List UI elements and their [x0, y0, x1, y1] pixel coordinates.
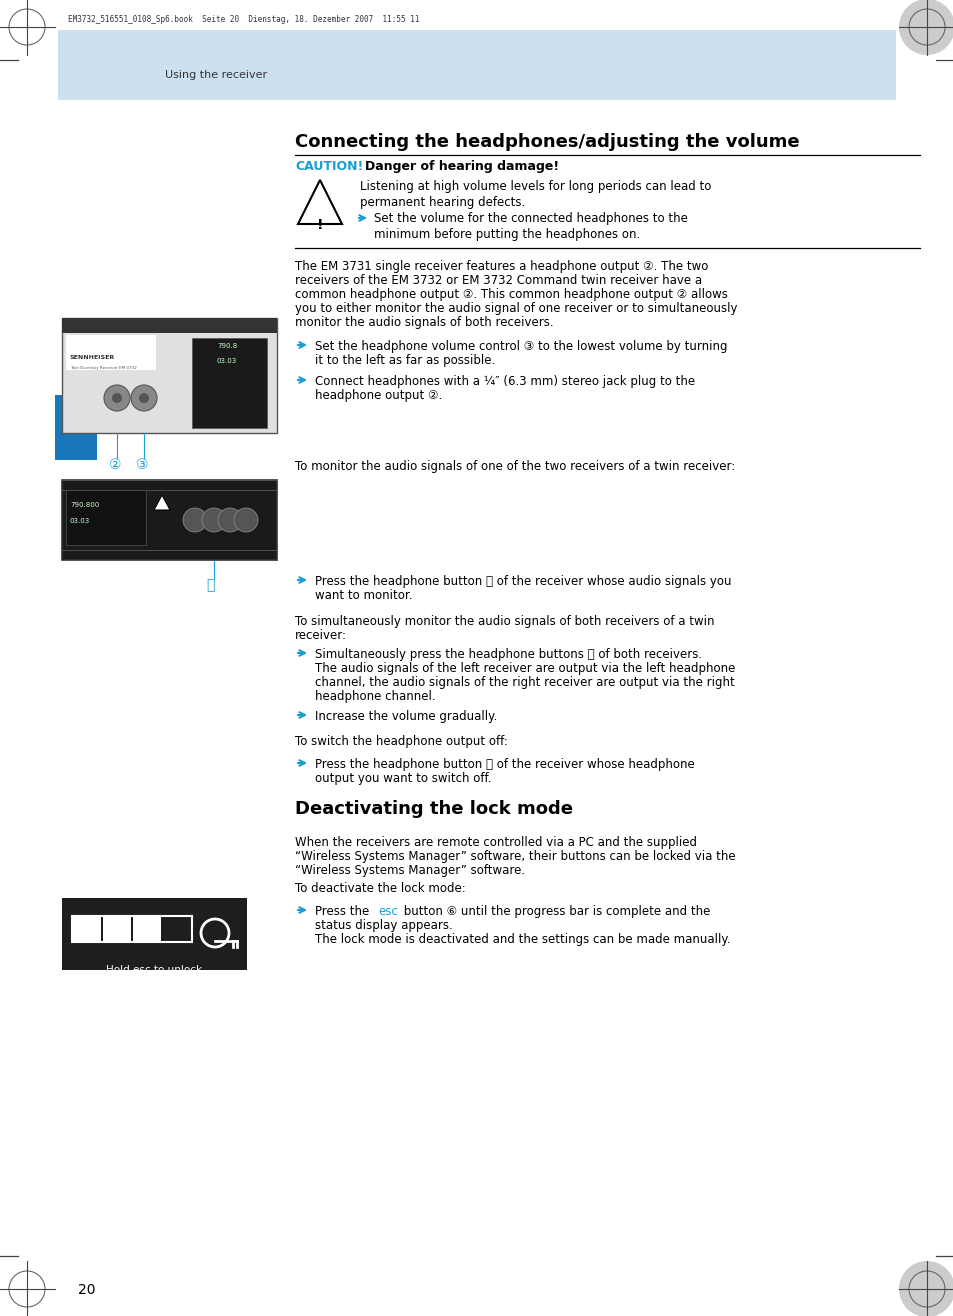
Text: Connect headphones with a ¼″ (6.3 mm) stereo jack plug to the: Connect headphones with a ¼″ (6.3 mm) st… — [314, 375, 695, 388]
Text: Hold esc to unlock: Hold esc to unlock — [107, 965, 202, 975]
Text: Listening at high volume levels for long periods can lead to: Listening at high volume levels for long… — [359, 180, 711, 193]
Text: esc: esc — [377, 905, 397, 919]
Text: it to the left as far as possible.: it to the left as far as possible. — [314, 354, 495, 367]
Text: Press the headphone button ⓩ of the receiver whose headphone: Press the headphone button ⓩ of the rece… — [314, 758, 694, 771]
Text: To simultaneously monitor the audio signals of both receivers of a twin: To simultaneously monitor the audio sign… — [294, 615, 714, 628]
Text: button ⑥ until the progress bar is complete and the: button ⑥ until the progress bar is compl… — [399, 905, 710, 919]
Text: The lock mode is deactivated and the settings can be made manually.: The lock mode is deactivated and the set… — [314, 933, 730, 946]
Circle shape — [139, 393, 149, 403]
Text: Deactivating the lock mode: Deactivating the lock mode — [294, 800, 573, 819]
Bar — [58, 30, 895, 100]
Text: To switch the headphone output off:: To switch the headphone output off: — [294, 736, 507, 747]
Text: Using the receiver: Using the receiver — [165, 70, 267, 80]
Text: ③: ③ — [136, 458, 149, 472]
Bar — [62, 318, 276, 433]
Text: Connecting the headphones/adjusting the volume: Connecting the headphones/adjusting the … — [294, 133, 799, 151]
Text: receiver:: receiver: — [294, 629, 347, 642]
Circle shape — [233, 508, 257, 532]
Text: To deactivate the lock mode:: To deactivate the lock mode: — [294, 882, 465, 895]
Text: 03.03: 03.03 — [216, 358, 237, 365]
Circle shape — [131, 386, 157, 411]
Text: When the receivers are remote controlled via a PC and the supplied: When the receivers are remote controlled… — [294, 836, 697, 849]
Text: permanent hearing defects.: permanent hearing defects. — [359, 196, 525, 209]
Circle shape — [202, 508, 226, 532]
Text: ②: ② — [109, 458, 121, 472]
Text: !: ! — [316, 218, 323, 232]
Text: The EM 3731 single receiver features a headphone output ②. The two: The EM 3731 single receiver features a h… — [294, 261, 708, 272]
Text: The audio signals of the left receiver are output via the left headphone: The audio signals of the left receiver a… — [314, 662, 735, 675]
Circle shape — [183, 508, 207, 532]
Text: status display appears.: status display appears. — [314, 919, 453, 932]
Text: minimum before putting the headphones on.: minimum before putting the headphones on… — [374, 228, 639, 241]
Text: CAUTION!: CAUTION! — [294, 161, 363, 172]
Text: common headphone output ②. This common headphone output ② allows: common headphone output ②. This common h… — [294, 288, 727, 301]
Circle shape — [898, 0, 953, 55]
Circle shape — [112, 393, 122, 403]
Text: headphone output ②.: headphone output ②. — [314, 390, 442, 401]
Text: output you want to switch off.: output you want to switch off. — [314, 772, 491, 786]
Bar — [62, 318, 276, 333]
Bar — [132, 917, 161, 941]
Text: Press the: Press the — [314, 905, 373, 919]
Text: Danger of hearing damage!: Danger of hearing damage! — [365, 161, 558, 172]
Text: “Wireless Systems Manager” software, their buttons can be locked via the: “Wireless Systems Manager” software, the… — [294, 850, 735, 863]
Text: Set the headphone volume control ③ to the lowest volume by turning: Set the headphone volume control ③ to th… — [314, 340, 727, 353]
Bar — [73, 917, 101, 941]
Bar — [62, 898, 247, 970]
Bar — [66, 336, 156, 370]
Circle shape — [898, 1261, 953, 1316]
Text: 20: 20 — [78, 1283, 95, 1298]
Text: you to either monitor the audio signal of one receiver or to simultaneously: you to either monitor the audio signal o… — [294, 301, 737, 315]
Text: channel, the audio signals of the right receiver are output via the right: channel, the audio signals of the right … — [314, 676, 734, 690]
Bar — [55, 395, 97, 461]
Bar — [66, 490, 146, 545]
Text: SENNHEISER: SENNHEISER — [70, 355, 115, 361]
Text: monitor the audio signals of both receivers.: monitor the audio signals of both receiv… — [294, 316, 553, 329]
Bar — [192, 338, 267, 428]
Text: EM3732_516551_0108_Sp6.book  Seite 20  Dienstag, 18. Dezember 2007  11:55 11: EM3732_516551_0108_Sp6.book Seite 20 Die… — [68, 16, 419, 25]
Text: 790.8: 790.8 — [216, 343, 237, 349]
Text: ⓩ: ⓩ — [206, 578, 214, 592]
Text: Press the headphone button ⓩ of the receiver whose audio signals you: Press the headphone button ⓩ of the rece… — [314, 575, 731, 588]
Circle shape — [218, 508, 242, 532]
Text: To monitor the audio signals of one of the two receivers of a twin receiver:: To monitor the audio signals of one of t… — [294, 461, 735, 472]
Text: Set the volume for the connected headphones to the: Set the volume for the connected headpho… — [374, 212, 687, 225]
Text: 03.03: 03.03 — [70, 519, 91, 524]
Bar — [103, 917, 131, 941]
Polygon shape — [153, 495, 170, 511]
Text: headphone channel.: headphone channel. — [314, 690, 436, 703]
Bar — [71, 916, 192, 942]
Polygon shape — [297, 180, 341, 224]
Text: receivers of the EM 3732 or EM 3732 Command twin receiver have a: receivers of the EM 3732 or EM 3732 Comm… — [294, 274, 701, 287]
Text: want to monitor.: want to monitor. — [314, 590, 412, 601]
Text: Increase the volume gradually.: Increase the volume gradually. — [314, 711, 497, 722]
Circle shape — [104, 386, 130, 411]
Text: 790.800: 790.800 — [70, 501, 99, 508]
Text: “Wireless Systems Manager” software.: “Wireless Systems Manager” software. — [294, 865, 524, 876]
Text: Simultaneously press the headphone buttons ⓩ of both receivers.: Simultaneously press the headphone butto… — [314, 647, 701, 661]
Bar — [62, 480, 276, 561]
Text: Twin Diversity Receiver EM 3732: Twin Diversity Receiver EM 3732 — [70, 366, 136, 370]
